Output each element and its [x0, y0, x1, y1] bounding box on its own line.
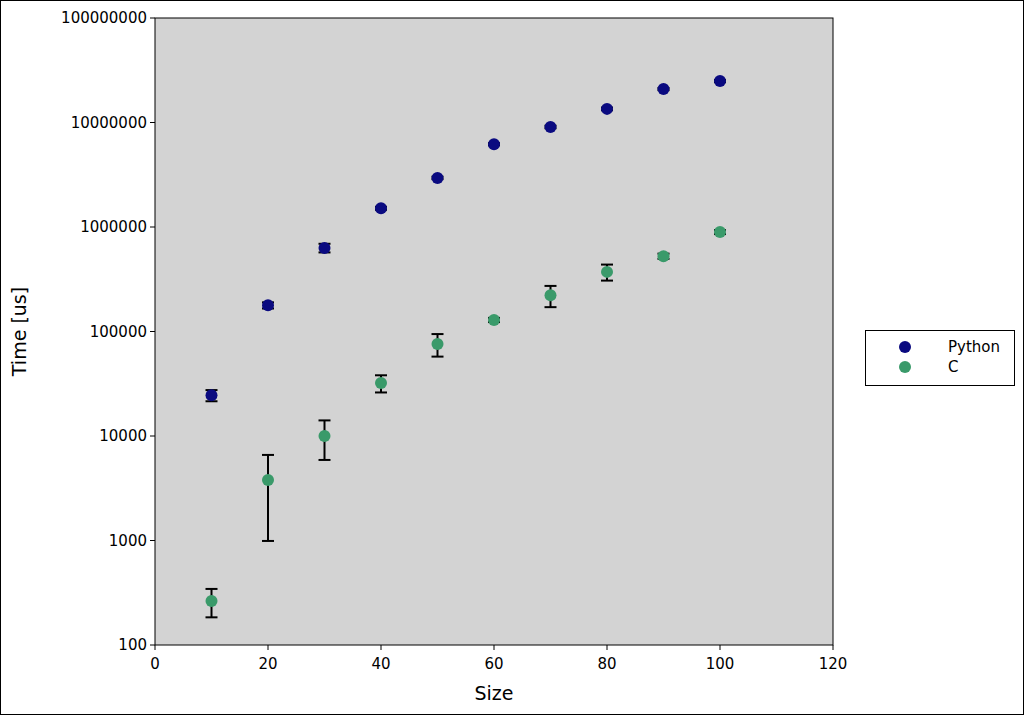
- y-tick: [150, 18, 155, 19]
- legend-marker: [899, 341, 911, 353]
- chart: 0 20 40 60 80 100 120 100 1000 10000 100000 1000000…: [0, 0, 1024, 715]
- y-tick: [150, 331, 155, 332]
- y-tick-label: 100000: [90, 323, 147, 341]
- x-tick-label: 100: [706, 655, 735, 673]
- legend-label: Python: [948, 338, 1000, 356]
- error-bar: [262, 455, 274, 541]
- point: [319, 242, 331, 254]
- point: [432, 338, 444, 350]
- plot-area: [155, 18, 833, 645]
- point: [488, 138, 500, 150]
- x-tick: [381, 645, 382, 650]
- x-tick-label: 40: [371, 655, 390, 673]
- legend-marker: [899, 361, 911, 373]
- error-bar: [432, 334, 444, 357]
- point: [714, 226, 726, 238]
- error-bar: [319, 420, 331, 460]
- frame: [1, 1, 1024, 715]
- point: [262, 474, 274, 486]
- y-tick-label: 1000000: [80, 218, 147, 236]
- point: [658, 250, 670, 262]
- point: [206, 595, 218, 607]
- point: [262, 299, 274, 311]
- x-tick: [833, 645, 834, 650]
- x-tick: [607, 645, 608, 650]
- series: [206, 226, 727, 617]
- legend-label: C: [948, 358, 958, 376]
- y-tick: [150, 436, 155, 437]
- point: [432, 172, 444, 184]
- error-bar: [375, 375, 387, 392]
- y-tick: [150, 227, 155, 228]
- y-tick: [150, 540, 155, 541]
- y-tick-label: 10000: [99, 427, 147, 445]
- error-bar: [601, 265, 613, 281]
- error-bar: [545, 286, 557, 307]
- point: [545, 121, 557, 133]
- point: [488, 314, 500, 326]
- x-tick-label: 0: [150, 655, 160, 673]
- x-tick: [155, 645, 156, 650]
- point: [601, 103, 613, 115]
- point: [375, 202, 387, 214]
- y-tick: [150, 122, 155, 123]
- x-tick-label: 20: [258, 655, 277, 673]
- y-tick-label: 1000: [109, 532, 147, 550]
- legend-box: [866, 331, 1015, 386]
- y-tick-label: 100: [118, 636, 147, 654]
- point: [206, 389, 218, 401]
- y-tick-label: 100000000: [61, 9, 147, 27]
- data-group: [206, 75, 727, 617]
- x-axis-label: Size: [474, 682, 513, 704]
- error-bar: [206, 390, 218, 401]
- point: [601, 266, 613, 278]
- series: [206, 75, 727, 401]
- legend: Python C: [866, 331, 1015, 386]
- x-tick-label: 60: [484, 655, 503, 673]
- x-tick: [494, 645, 495, 650]
- y-tick-label: 10000000: [71, 114, 147, 132]
- point: [319, 430, 331, 442]
- point: [545, 289, 557, 301]
- y-axis-label: Time [us]: [8, 287, 30, 377]
- x-tick-label: 120: [819, 655, 848, 673]
- error-bar: [206, 589, 218, 617]
- y-tick: [150, 645, 155, 646]
- x-tick: [268, 645, 269, 650]
- x-tick-label: 80: [597, 655, 616, 673]
- point: [714, 75, 726, 87]
- point: [658, 83, 670, 95]
- point: [375, 377, 387, 389]
- x-tick: [720, 645, 721, 650]
